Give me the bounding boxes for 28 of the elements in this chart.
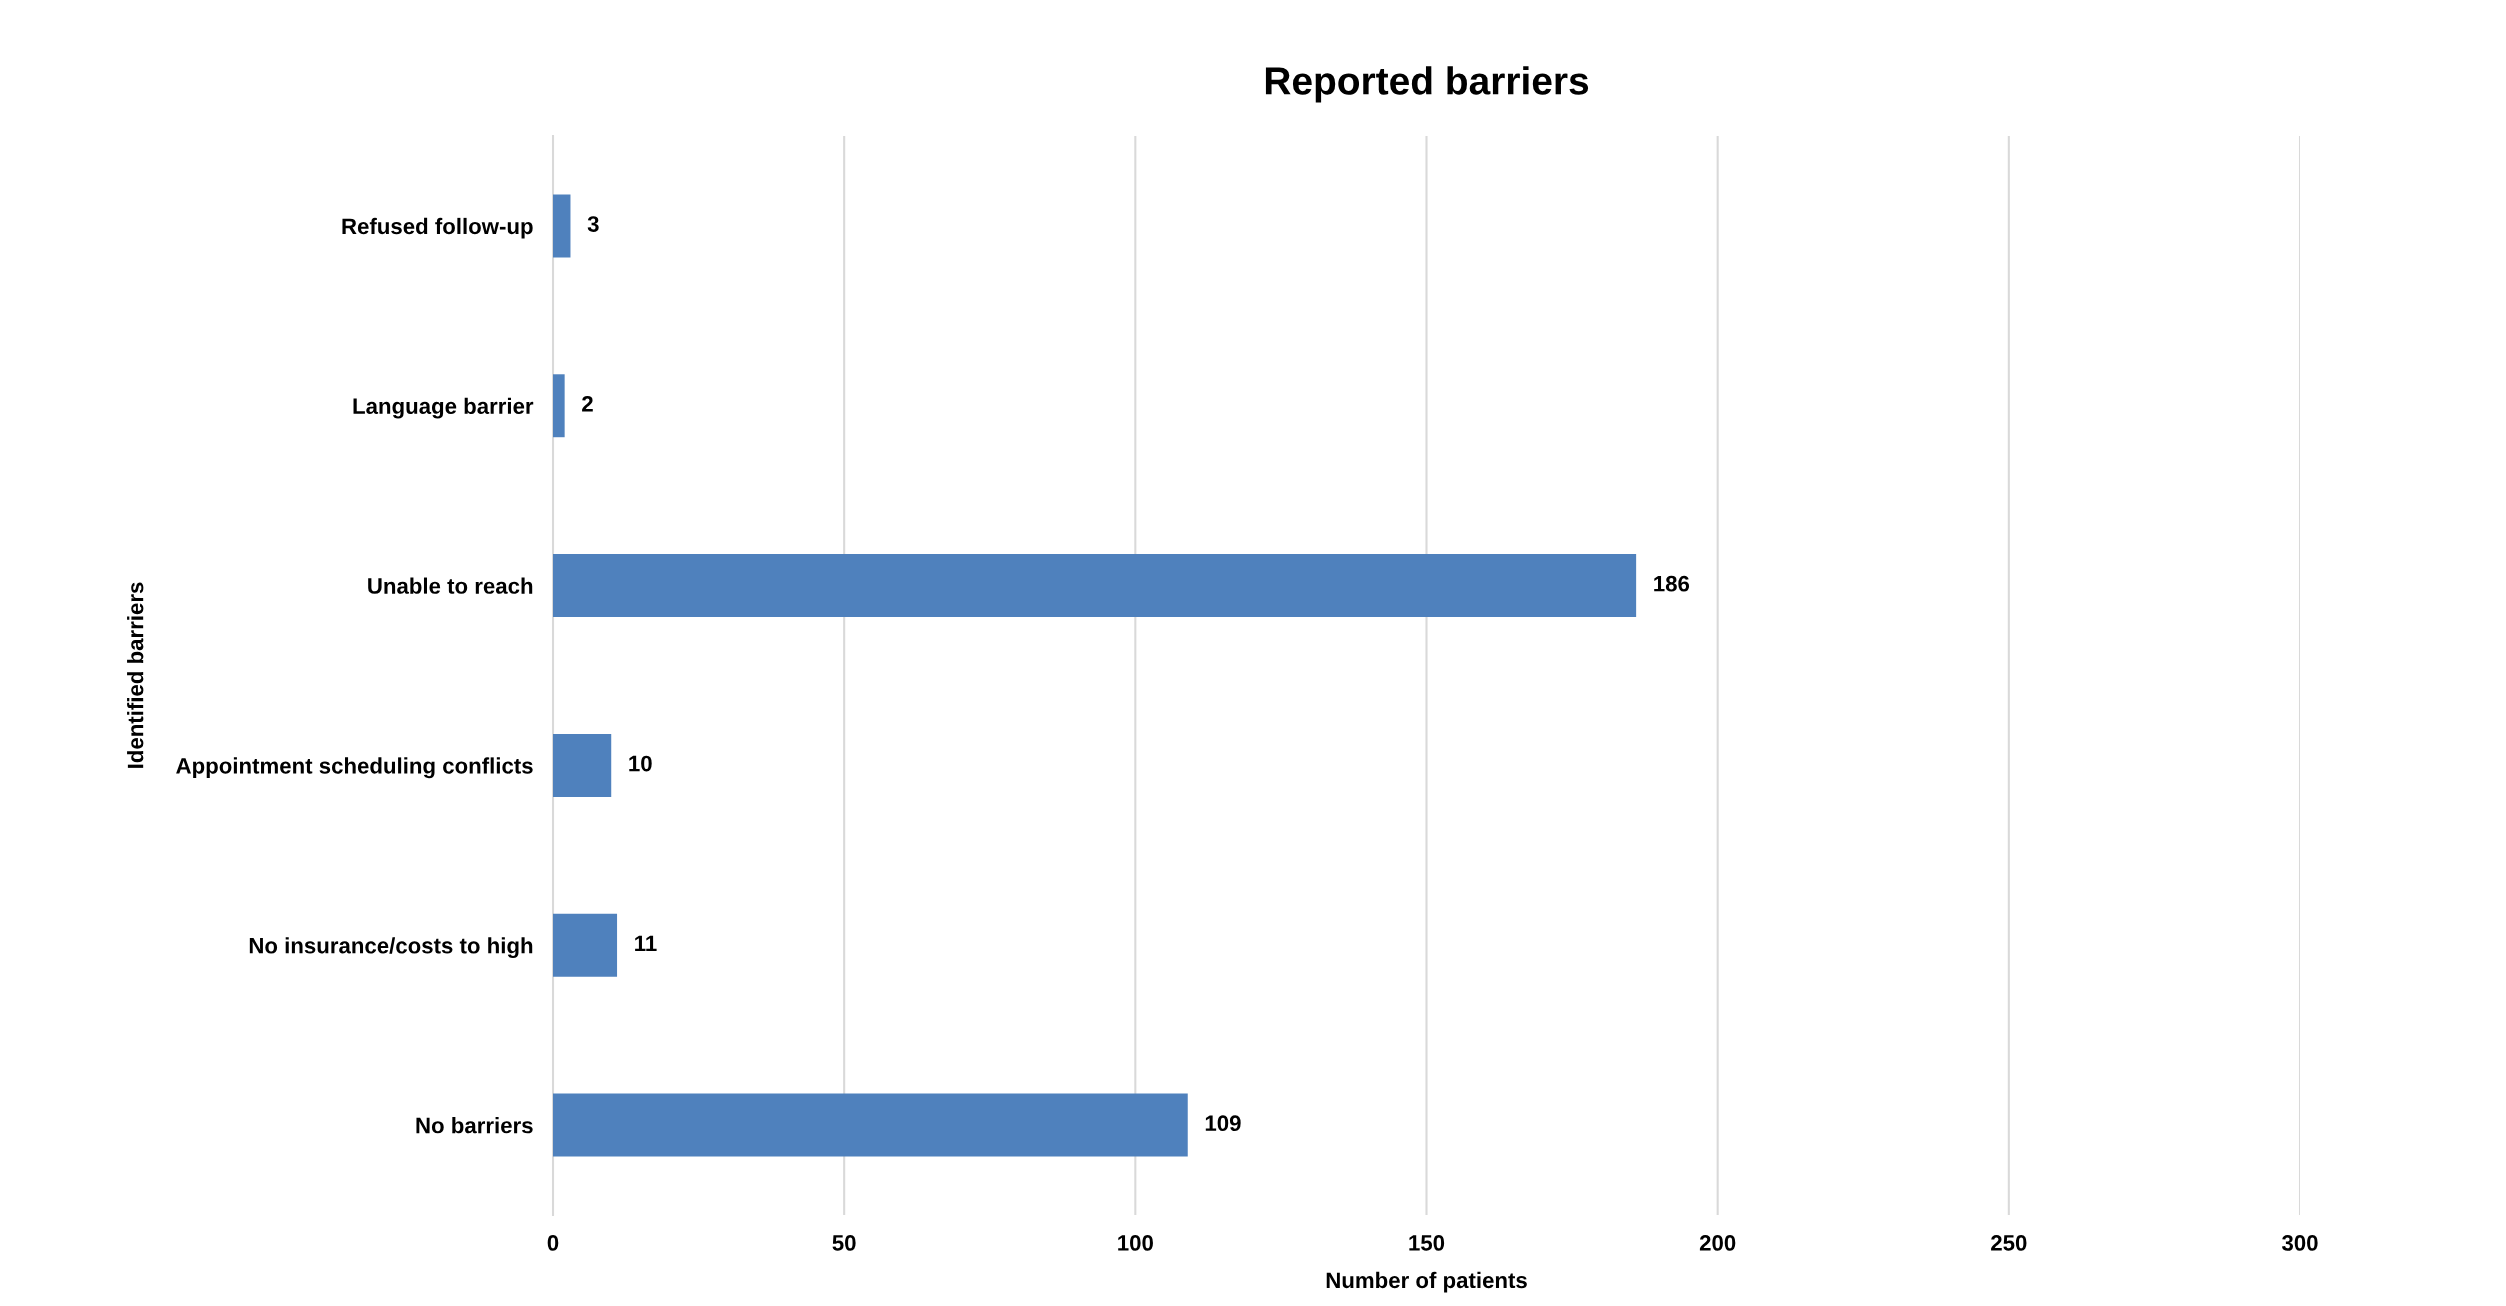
data-label: 2 — [582, 395, 593, 412]
bar — [553, 554, 1637, 618]
y-tick-label: No barriers — [416, 1117, 533, 1134]
y-tick-label: Unable to reach — [368, 577, 533, 594]
x-tick-label: 100 — [1118, 1235, 1153, 1251]
data-label: 10 — [629, 755, 652, 772]
y-tick-label: Language barrier — [353, 397, 534, 419]
bar — [553, 1093, 1188, 1157]
bar — [553, 374, 565, 438]
data-label: 11 — [635, 935, 657, 951]
x-tick-label: 50 — [832, 1235, 856, 1251]
y-tick-label: Appointment scheduling conflicts — [176, 757, 533, 779]
y-tick-label: No insurance/costs to high — [249, 937, 533, 959]
data-label: 186 — [1654, 575, 1690, 592]
y-axis-title: Identified barriers — [127, 582, 144, 768]
bar — [553, 913, 618, 977]
data-label: 109 — [1205, 1115, 1241, 1132]
y-tick-label: Refused follow-up — [342, 217, 533, 239]
x-tick-label: 250 — [1991, 1235, 2027, 1251]
x-tick-label: 300 — [2281, 1235, 2318, 1251]
x-tick-label: 0 — [547, 1235, 559, 1251]
data-label: 3 — [587, 216, 599, 232]
x-axis-title: Number of patients — [1326, 1271, 1527, 1293]
bar — [553, 194, 571, 258]
x-tick-label: 200 — [1699, 1235, 1736, 1251]
bar — [553, 733, 612, 797]
x-tick-label: 150 — [1409, 1235, 1445, 1251]
chart-title: Reported barriers — [1265, 66, 1589, 103]
